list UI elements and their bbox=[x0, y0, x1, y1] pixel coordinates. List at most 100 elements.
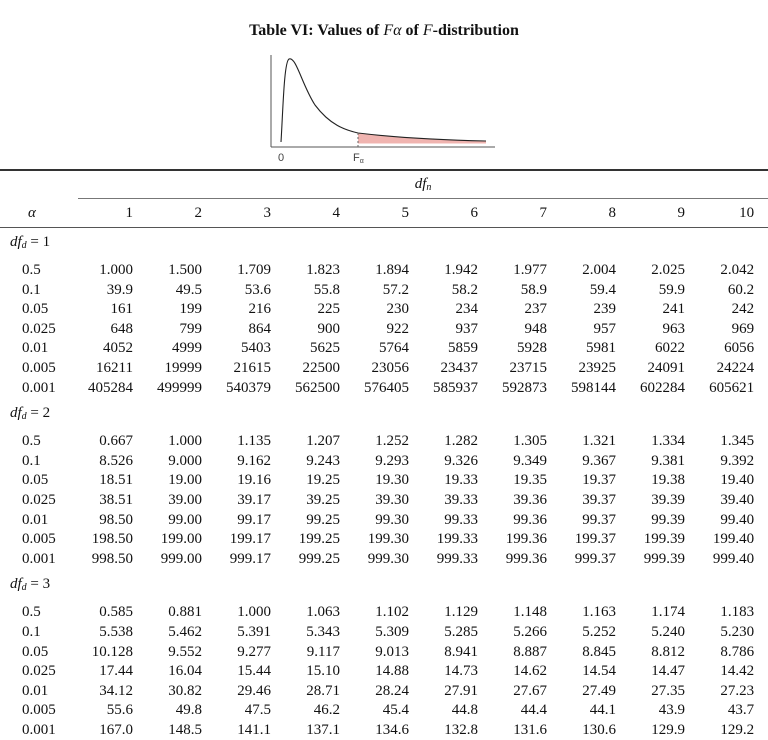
table-row: 0.025 38.51 39.00 39.17 39.25 39.30 39.33 39.36… bbox=[0, 491, 768, 511]
alpha-cell: 0.05 bbox=[22, 301, 49, 318]
column-header-row: α 1 2 3 4 5 6 7 8 9 10 bbox=[0, 199, 768, 227]
table-row: 0.001 405284 499999 540379 562500 576405 58593… bbox=[0, 379, 768, 399]
table-row: 0.1 39.9 49.5 53.6 55.8 57.2 58.2 58.9 59.4 59.9 6… bbox=[0, 281, 768, 301]
value-cell: 14.88 bbox=[375, 663, 409, 680]
value-cell: 1.063 bbox=[306, 604, 340, 621]
value-cell: 4052 bbox=[103, 340, 133, 357]
value-cell: 1.183 bbox=[720, 604, 755, 621]
alpha-cell: 0.005 bbox=[22, 359, 56, 376]
value-cell: 999.30 bbox=[367, 550, 409, 567]
value-cell: 999.39 bbox=[643, 550, 685, 567]
dfn-label: df bbox=[414, 175, 427, 192]
value-cell: 47.5 bbox=[244, 702, 271, 719]
value-cell: 34.12 bbox=[99, 682, 133, 699]
dfn-rule bbox=[78, 198, 768, 199]
alpha-cell: 0.5 bbox=[22, 604, 41, 621]
alpha-cell: 0.5 bbox=[22, 262, 41, 278]
value-cell: 99.30 bbox=[375, 511, 409, 528]
value-cell: 38.51 bbox=[99, 491, 133, 508]
value-cell: 199 bbox=[179, 301, 203, 318]
value-cell: 6056 bbox=[724, 340, 755, 357]
value-cell: 1.000 bbox=[99, 262, 133, 278]
value-cell: 9.277 bbox=[237, 643, 271, 660]
table-row: 0.01 34.12 30.82 29.46 28.71 28.24 27.91 27.67 2… bbox=[0, 682, 768, 702]
value-cell: 27.23 bbox=[720, 682, 755, 699]
top-rule bbox=[0, 169, 768, 171]
value-cell: 999.17 bbox=[229, 550, 271, 567]
value-cell: 199.25 bbox=[298, 531, 340, 548]
value-cell: 14.73 bbox=[444, 663, 478, 680]
alpha-cell: 0.001 bbox=[22, 550, 56, 567]
value-cell: 23925 bbox=[578, 359, 617, 376]
dfd-label: df bbox=[10, 405, 22, 422]
value-cell: 14.54 bbox=[582, 663, 616, 680]
tail-area-shading bbox=[358, 133, 486, 144]
value-cell: 9.162 bbox=[237, 452, 271, 469]
alpha-cell: 0.025 bbox=[22, 320, 56, 337]
value-cell: 19.16 bbox=[237, 472, 271, 489]
value-cell: 598144 bbox=[571, 379, 616, 396]
value-cell: 1.977 bbox=[513, 262, 547, 278]
value-cell: 14.47 bbox=[651, 663, 685, 680]
table-row: 0.5 1.000 1.500 1.709 1.823 1.894 1.942 1.977 2.… bbox=[0, 261, 768, 281]
value-cell: 19.35 bbox=[513, 472, 547, 489]
dfd-value: = 1 bbox=[26, 234, 51, 250]
dfn-header: dfn bbox=[78, 173, 768, 199]
value-cell: 1.163 bbox=[582, 604, 616, 621]
value-cell: 99.40 bbox=[720, 511, 755, 528]
value-cell: 1.129 bbox=[444, 604, 478, 621]
value-cell: 1.305 bbox=[513, 433, 547, 450]
value-cell: 98.50 bbox=[99, 511, 133, 528]
value-cell: 129.9 bbox=[651, 721, 685, 738]
value-cell: 19.25 bbox=[306, 472, 340, 489]
column-header-dfn-9: 9 bbox=[677, 205, 686, 221]
alpha-cell: 0.001 bbox=[22, 721, 56, 738]
table-row: 0.5 0.667 1.000 1.135 1.207 1.252 1.282 1.305 1.… bbox=[0, 432, 768, 452]
value-cell: 5.462 bbox=[168, 623, 202, 640]
value-cell: 27.35 bbox=[651, 682, 685, 699]
value-cell: 53.6 bbox=[244, 281, 271, 298]
value-cell: 9.293 bbox=[375, 452, 409, 469]
value-cell: 4999 bbox=[172, 340, 202, 357]
value-cell: 134.6 bbox=[375, 721, 409, 738]
value-cell: 5.240 bbox=[651, 623, 685, 640]
value-cell: 864 bbox=[248, 320, 272, 337]
value-cell: 39.00 bbox=[168, 491, 202, 508]
dfd-subscript: d bbox=[21, 411, 27, 423]
value-cell: 27.67 bbox=[513, 682, 547, 699]
dfd-label: df bbox=[10, 576, 22, 593]
table-row: 0.025 648 799 864 900 922 937 948 957 963 969 bbox=[0, 320, 768, 340]
empty-cell bbox=[0, 173, 78, 199]
value-cell: 8.941 bbox=[444, 643, 478, 660]
alpha-cell: 0.05 bbox=[22, 472, 49, 489]
value-cell: 58.9 bbox=[520, 281, 547, 298]
value-cell: 28.71 bbox=[306, 682, 340, 699]
value-cell: 8.786 bbox=[720, 643, 755, 660]
value-cell: 0.585 bbox=[99, 604, 133, 621]
value-cell: 27.91 bbox=[444, 682, 478, 699]
value-cell: 39.17 bbox=[237, 491, 271, 508]
value-cell: 44.4 bbox=[520, 702, 547, 719]
value-cell: 969 bbox=[731, 320, 755, 337]
value-cell: 141.1 bbox=[237, 721, 271, 738]
value-cell: 39.30 bbox=[375, 491, 409, 508]
value-cell: 241 bbox=[662, 301, 686, 318]
value-cell: 1.942 bbox=[444, 262, 478, 278]
value-cell: 23437 bbox=[440, 359, 479, 376]
value-cell: 9.326 bbox=[444, 452, 478, 469]
value-cell: 19.33 bbox=[444, 472, 478, 489]
value-cell: 999.33 bbox=[436, 550, 478, 567]
value-cell: 55.6 bbox=[106, 702, 133, 719]
column-header-dfn-5: 5 bbox=[401, 205, 410, 221]
value-cell: 999.40 bbox=[712, 550, 755, 567]
value-cell: 22500 bbox=[302, 359, 341, 376]
value-cell: 137.1 bbox=[306, 721, 340, 738]
value-cell: 998.50 bbox=[91, 550, 133, 567]
value-cell: 39.39 bbox=[651, 491, 685, 508]
column-header-dfn-10: 10 bbox=[739, 205, 755, 221]
title-f: F bbox=[422, 22, 433, 39]
value-cell: 199.36 bbox=[505, 531, 547, 548]
value-cell: 161 bbox=[110, 301, 134, 318]
value-cell: 132.8 bbox=[444, 721, 478, 738]
alpha-cell: 0.1 bbox=[22, 281, 41, 298]
